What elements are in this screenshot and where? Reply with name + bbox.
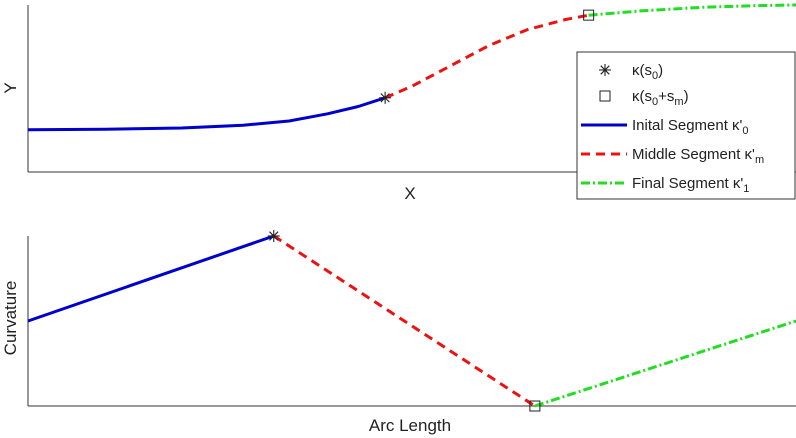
legend-entry-middle-segment: Middle Segment κ'm — [581, 146, 764, 166]
legend-entry-start-point: κ(s0) — [599, 62, 663, 82]
legend-entry-initial-segment: Inital Segment κ'0 — [581, 117, 749, 137]
bottom-y-axis-label: Curvature — [1, 281, 20, 356]
top-x-axis-label: X — [404, 184, 415, 203]
top-star-marker — [379, 91, 392, 104]
bottom-series-dashed-line — [272, 234, 536, 408]
bottom-markers-group — [267, 230, 541, 412]
legend-label-initial: Inital Segment κ'0 — [632, 117, 749, 137]
top-square-marker — [583, 9, 595, 21]
bottom-square-marker — [529, 400, 541, 412]
top-series-dashdot-line — [588, 3, 796, 17]
legend-label-middle: Middle Segment κ'm — [632, 146, 764, 166]
top-series-dashed-line — [384, 13, 589, 100]
top-markers-group — [379, 9, 595, 104]
top-y-axis-label: Y — [1, 82, 20, 93]
bottom-series-solid-line — [27, 234, 275, 323]
legend-label-final: Final Segment κ'1 — [632, 175, 749, 195]
legend-label-end: κ(s0+sm) — [632, 88, 689, 108]
top-series-group — [27, 3, 796, 132]
legend-star-marker — [599, 64, 611, 76]
legend-entry-final-segment: Final Segment κ'1 — [581, 175, 749, 195]
bottom-star-marker — [267, 230, 280, 242]
bottom-x-axis-label: Arc Length — [369, 416, 451, 435]
legend: κ(s0) κ(s0+sm) Inital Segment κ'0 Middle… — [576, 51, 796, 200]
top-series-solid-line — [27, 96, 386, 132]
legend-entry-end-point: κ(s0+sm) — [599, 88, 689, 108]
legend-label-start: κ(s0) — [632, 62, 663, 82]
plot-curvature: Arc Length Curvature — [1, 230, 796, 435]
bottom-series-dashdot-line — [534, 319, 796, 408]
legend-square-marker — [599, 90, 611, 102]
bottom-series-group — [27, 234, 796, 408]
